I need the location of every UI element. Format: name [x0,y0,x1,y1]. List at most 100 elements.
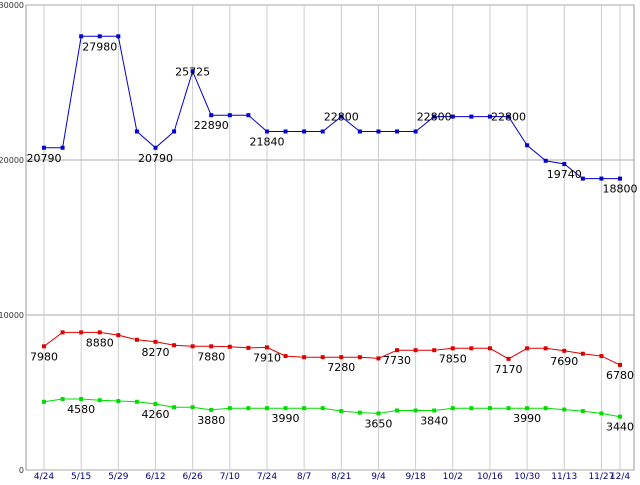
data-point [376,356,381,361]
data-point [79,397,84,402]
data-point [413,129,418,134]
data-point [60,397,65,402]
data-point [543,158,548,163]
data-point [618,176,622,181]
data-point [395,408,400,413]
data-label: 22800 [491,111,526,124]
data-point [543,346,548,351]
data-point [246,345,251,350]
data-point [525,406,530,411]
data-point [190,405,195,410]
data-point [320,406,325,411]
data-point [339,355,344,360]
data-point [450,346,455,351]
data-label: 7170 [495,363,523,376]
data-point [487,346,492,351]
data-point [172,129,177,134]
data-point [506,356,511,361]
data-point [543,406,548,411]
data-point [580,176,585,181]
data-point [450,406,455,411]
data-label: 8880 [86,336,114,349]
data-point [599,354,604,359]
data-point [134,129,139,134]
data-point [580,409,585,414]
data-point [79,34,84,39]
data-label: 7280 [327,361,355,374]
x-tick-label: 7/24 [257,472,277,480]
data-label: 7850 [439,352,467,365]
data-point [618,414,622,419]
data-label: 4260 [141,408,169,421]
x-tick-label: 8/7 [297,472,311,480]
data-point [506,406,511,411]
data-point [116,34,121,39]
x-tick-label: 5/15 [71,472,91,480]
data-point [283,354,288,359]
y-axis-ticks: 0 10000 20000 30000 [0,1,24,475]
data-point [320,355,325,360]
data-label: 25725 [175,65,210,78]
data-point [376,129,381,134]
x-tick-label: 10/30 [514,472,540,480]
x-tick-label: 5/29 [108,472,128,480]
data-label: 8270 [141,346,169,359]
data-point [618,362,622,367]
data-labels: 20790 27980 20790 25725 22890 21840 22800 22800… [27,40,638,433]
data-point [264,345,269,350]
data-point [172,405,177,410]
data-point [209,344,214,349]
data-point [302,129,307,134]
data-point [413,408,418,413]
data-label: 20790 [138,152,173,165]
data-point [172,343,177,348]
data-point [469,114,474,119]
data-label: 7730 [383,354,411,367]
data-point [153,401,158,406]
data-point [357,410,362,415]
data-point [227,406,232,411]
data-label: 21840 [249,135,284,148]
data-point [562,348,567,353]
series-line-3 [43,398,621,418]
data-label: 6780 [606,369,634,382]
data-label: 22890 [194,119,229,132]
data-point [339,114,344,119]
x-tick-label: 10/2 [443,472,463,480]
data-point [246,406,251,411]
data-label: 3840 [420,414,448,427]
y-tick-label: 10000 [0,311,24,320]
data-point [580,351,585,356]
x-tick-label: 9/18 [406,472,426,480]
x-tick-label: 11/13 [551,472,577,480]
data-point [357,129,362,134]
data-point [60,330,65,335]
data-point [97,34,102,39]
data-label: 7880 [197,350,225,363]
data-point [246,113,251,118]
data-point [134,337,139,342]
data-point [376,411,381,416]
data-point [469,346,474,351]
data-label: 4580 [67,403,95,416]
data-label: 7910 [253,351,281,364]
data-point [283,406,288,411]
y-tick-label: 20000 [0,156,24,165]
data-point [525,143,530,148]
data-point [450,114,455,119]
data-point [339,409,344,414]
data-point [302,406,307,411]
data-label: 20790 [27,152,62,165]
data-label: 3990 [513,412,541,425]
data-point [413,348,418,353]
data-point [134,399,139,404]
data-point [283,129,288,134]
data-point [153,145,158,150]
y-tick-label: 30000 [0,1,24,10]
data-label: 3440 [606,421,634,434]
data-point [227,113,232,118]
data-point [357,355,362,360]
data-point [116,333,121,338]
x-tick-label: 11/27 [588,472,614,480]
